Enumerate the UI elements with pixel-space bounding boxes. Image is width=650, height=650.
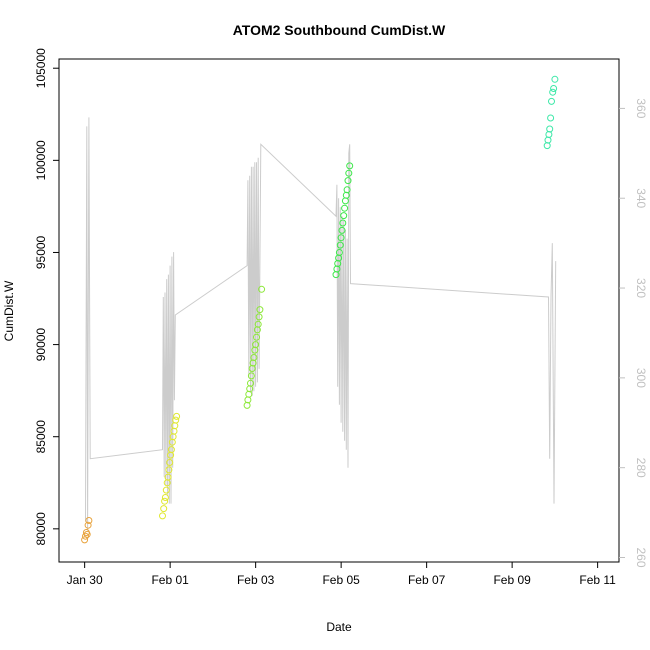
data-point	[85, 517, 93, 524]
y-tick-label: 105000	[34, 48, 48, 88]
cumdist-line-layer	[85, 117, 557, 531]
data-point	[159, 512, 166, 520]
series-group	[81, 517, 93, 544]
series-group	[243, 285, 266, 409]
data-point	[339, 219, 347, 227]
data-point	[549, 88, 557, 96]
data-point	[254, 320, 262, 328]
data-point	[258, 285, 266, 293]
y2-tick-label: 320	[634, 278, 648, 298]
data-point	[343, 186, 351, 194]
data-point	[162, 486, 170, 494]
data-point	[164, 473, 172, 481]
y-axis-label: CumDist.W	[2, 280, 16, 341]
y-tick-label: 80000	[34, 512, 48, 546]
series-group	[332, 162, 354, 279]
data-point	[160, 505, 168, 513]
data-point	[245, 390, 253, 398]
y2-tick-label: 280	[634, 458, 648, 478]
x-tick-label: Feb 11	[579, 573, 616, 587]
data-point	[341, 197, 349, 205]
y2-tick-label: 340	[634, 188, 648, 208]
data-point	[546, 125, 554, 133]
data-point	[336, 241, 344, 249]
data-point	[247, 372, 255, 380]
y-axis-left: 80000 85000 90000 95000 100000 105000	[34, 48, 59, 546]
y2-tick-label: 300	[634, 368, 648, 388]
y-tick-label: 95000	[34, 235, 48, 269]
x-tick-label: Feb 07	[408, 573, 446, 587]
data-point	[346, 162, 354, 170]
data-point	[161, 494, 169, 501]
data-point	[335, 249, 343, 256]
data-point	[256, 306, 264, 314]
x-tick-label: Feb 01	[151, 573, 189, 587]
y2-tick-label: 360	[634, 98, 648, 118]
data-point	[253, 333, 260, 341]
data-point	[161, 497, 169, 505]
x-tick-label: Jan 30	[67, 573, 103, 587]
data-point	[83, 530, 91, 538]
data-point	[250, 354, 258, 361]
y-axis-right: 260 280 300 320 340 360	[619, 98, 648, 568]
data-point	[173, 412, 181, 420]
data-point	[252, 341, 260, 349]
data-point	[551, 75, 559, 83]
data-point	[344, 177, 352, 185]
series-group	[543, 75, 559, 150]
chart-title: ATOM2 Southbound CumDist.W	[233, 22, 446, 38]
data-point	[341, 204, 349, 212]
x-axis: Jan 30 Feb 01 Feb 03 Feb 05 Feb 07 Feb 09 Feb …	[67, 562, 616, 587]
series-group	[159, 412, 181, 520]
y2-tick-label: 260	[634, 547, 648, 567]
cumdist-line	[85, 117, 557, 531]
data-point	[255, 313, 263, 321]
data-point	[548, 97, 555, 105]
y-tick-label: 85000	[34, 420, 48, 454]
data-point	[172, 416, 180, 424]
scatter-points-layer	[81, 75, 559, 544]
data-point	[81, 536, 89, 544]
data-point	[167, 446, 175, 454]
x-axis-label: Date	[326, 620, 352, 634]
data-point	[165, 466, 173, 474]
data-point	[247, 379, 254, 387]
y-tick-label: 90000	[34, 328, 48, 362]
plot-frame	[58, 58, 620, 563]
y-tick-label: 100000	[34, 140, 48, 180]
data-point	[338, 226, 346, 234]
data-point	[166, 459, 174, 466]
x-tick-label: Feb 03	[237, 573, 275, 587]
data-point	[340, 212, 348, 220]
data-point	[337, 234, 345, 242]
data-point	[550, 85, 558, 92]
data-point	[345, 169, 353, 177]
x-tick-label: Feb 09	[493, 573, 531, 587]
data-point	[547, 114, 555, 122]
x-tick-label: Feb 05	[322, 573, 360, 587]
data-point	[82, 532, 89, 540]
data-point	[84, 521, 92, 529]
